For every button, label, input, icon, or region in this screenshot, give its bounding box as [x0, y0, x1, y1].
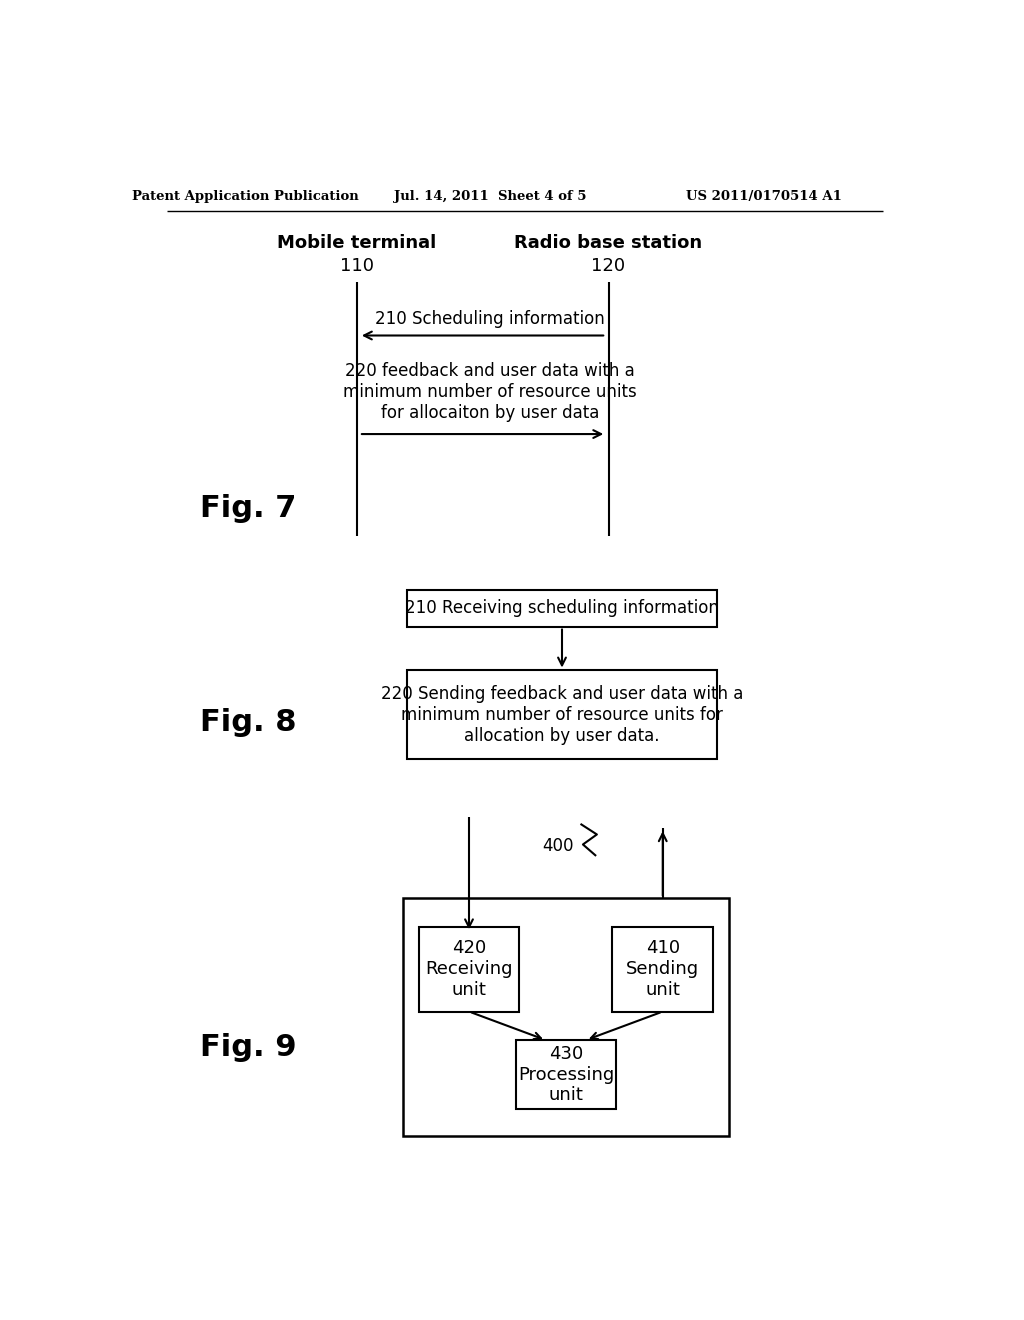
Text: 400: 400	[543, 837, 573, 855]
Text: US 2011/0170514 A1: US 2011/0170514 A1	[685, 190, 842, 203]
Text: Radio base station: Radio base station	[514, 234, 702, 252]
Bar	[419, 927, 519, 1011]
Bar	[403, 898, 729, 1137]
Text: Fig. 9: Fig. 9	[200, 1034, 296, 1063]
Bar	[515, 1040, 616, 1109]
Text: 220 Sending feedback and user data with a
minimum number of resource units for
a: 220 Sending feedback and user data with …	[381, 685, 743, 744]
Text: 420
Receiving
unit: 420 Receiving unit	[425, 940, 513, 999]
Text: 110: 110	[340, 257, 374, 275]
Bar	[407, 671, 717, 759]
Bar	[407, 590, 717, 627]
Text: 210 Scheduling information: 210 Scheduling information	[376, 310, 605, 327]
Bar	[612, 927, 713, 1011]
Text: 120: 120	[592, 257, 626, 275]
Text: 430
Processing
unit: 430 Processing unit	[518, 1045, 614, 1105]
Text: 210 Receiving scheduling information: 210 Receiving scheduling information	[406, 599, 719, 616]
Text: Jul. 14, 2011  Sheet 4 of 5: Jul. 14, 2011 Sheet 4 of 5	[394, 190, 587, 203]
Text: 220 feedback and user data with a
minimum number of resource units
for allocaito: 220 feedback and user data with a minimu…	[343, 362, 637, 421]
Text: Fig. 7: Fig. 7	[200, 494, 296, 523]
Text: Mobile terminal: Mobile terminal	[278, 234, 436, 252]
Text: Fig. 8: Fig. 8	[200, 708, 296, 737]
Text: Patent Application Publication: Patent Application Publication	[132, 190, 359, 203]
Text: 410
Sending
unit: 410 Sending unit	[627, 940, 699, 999]
